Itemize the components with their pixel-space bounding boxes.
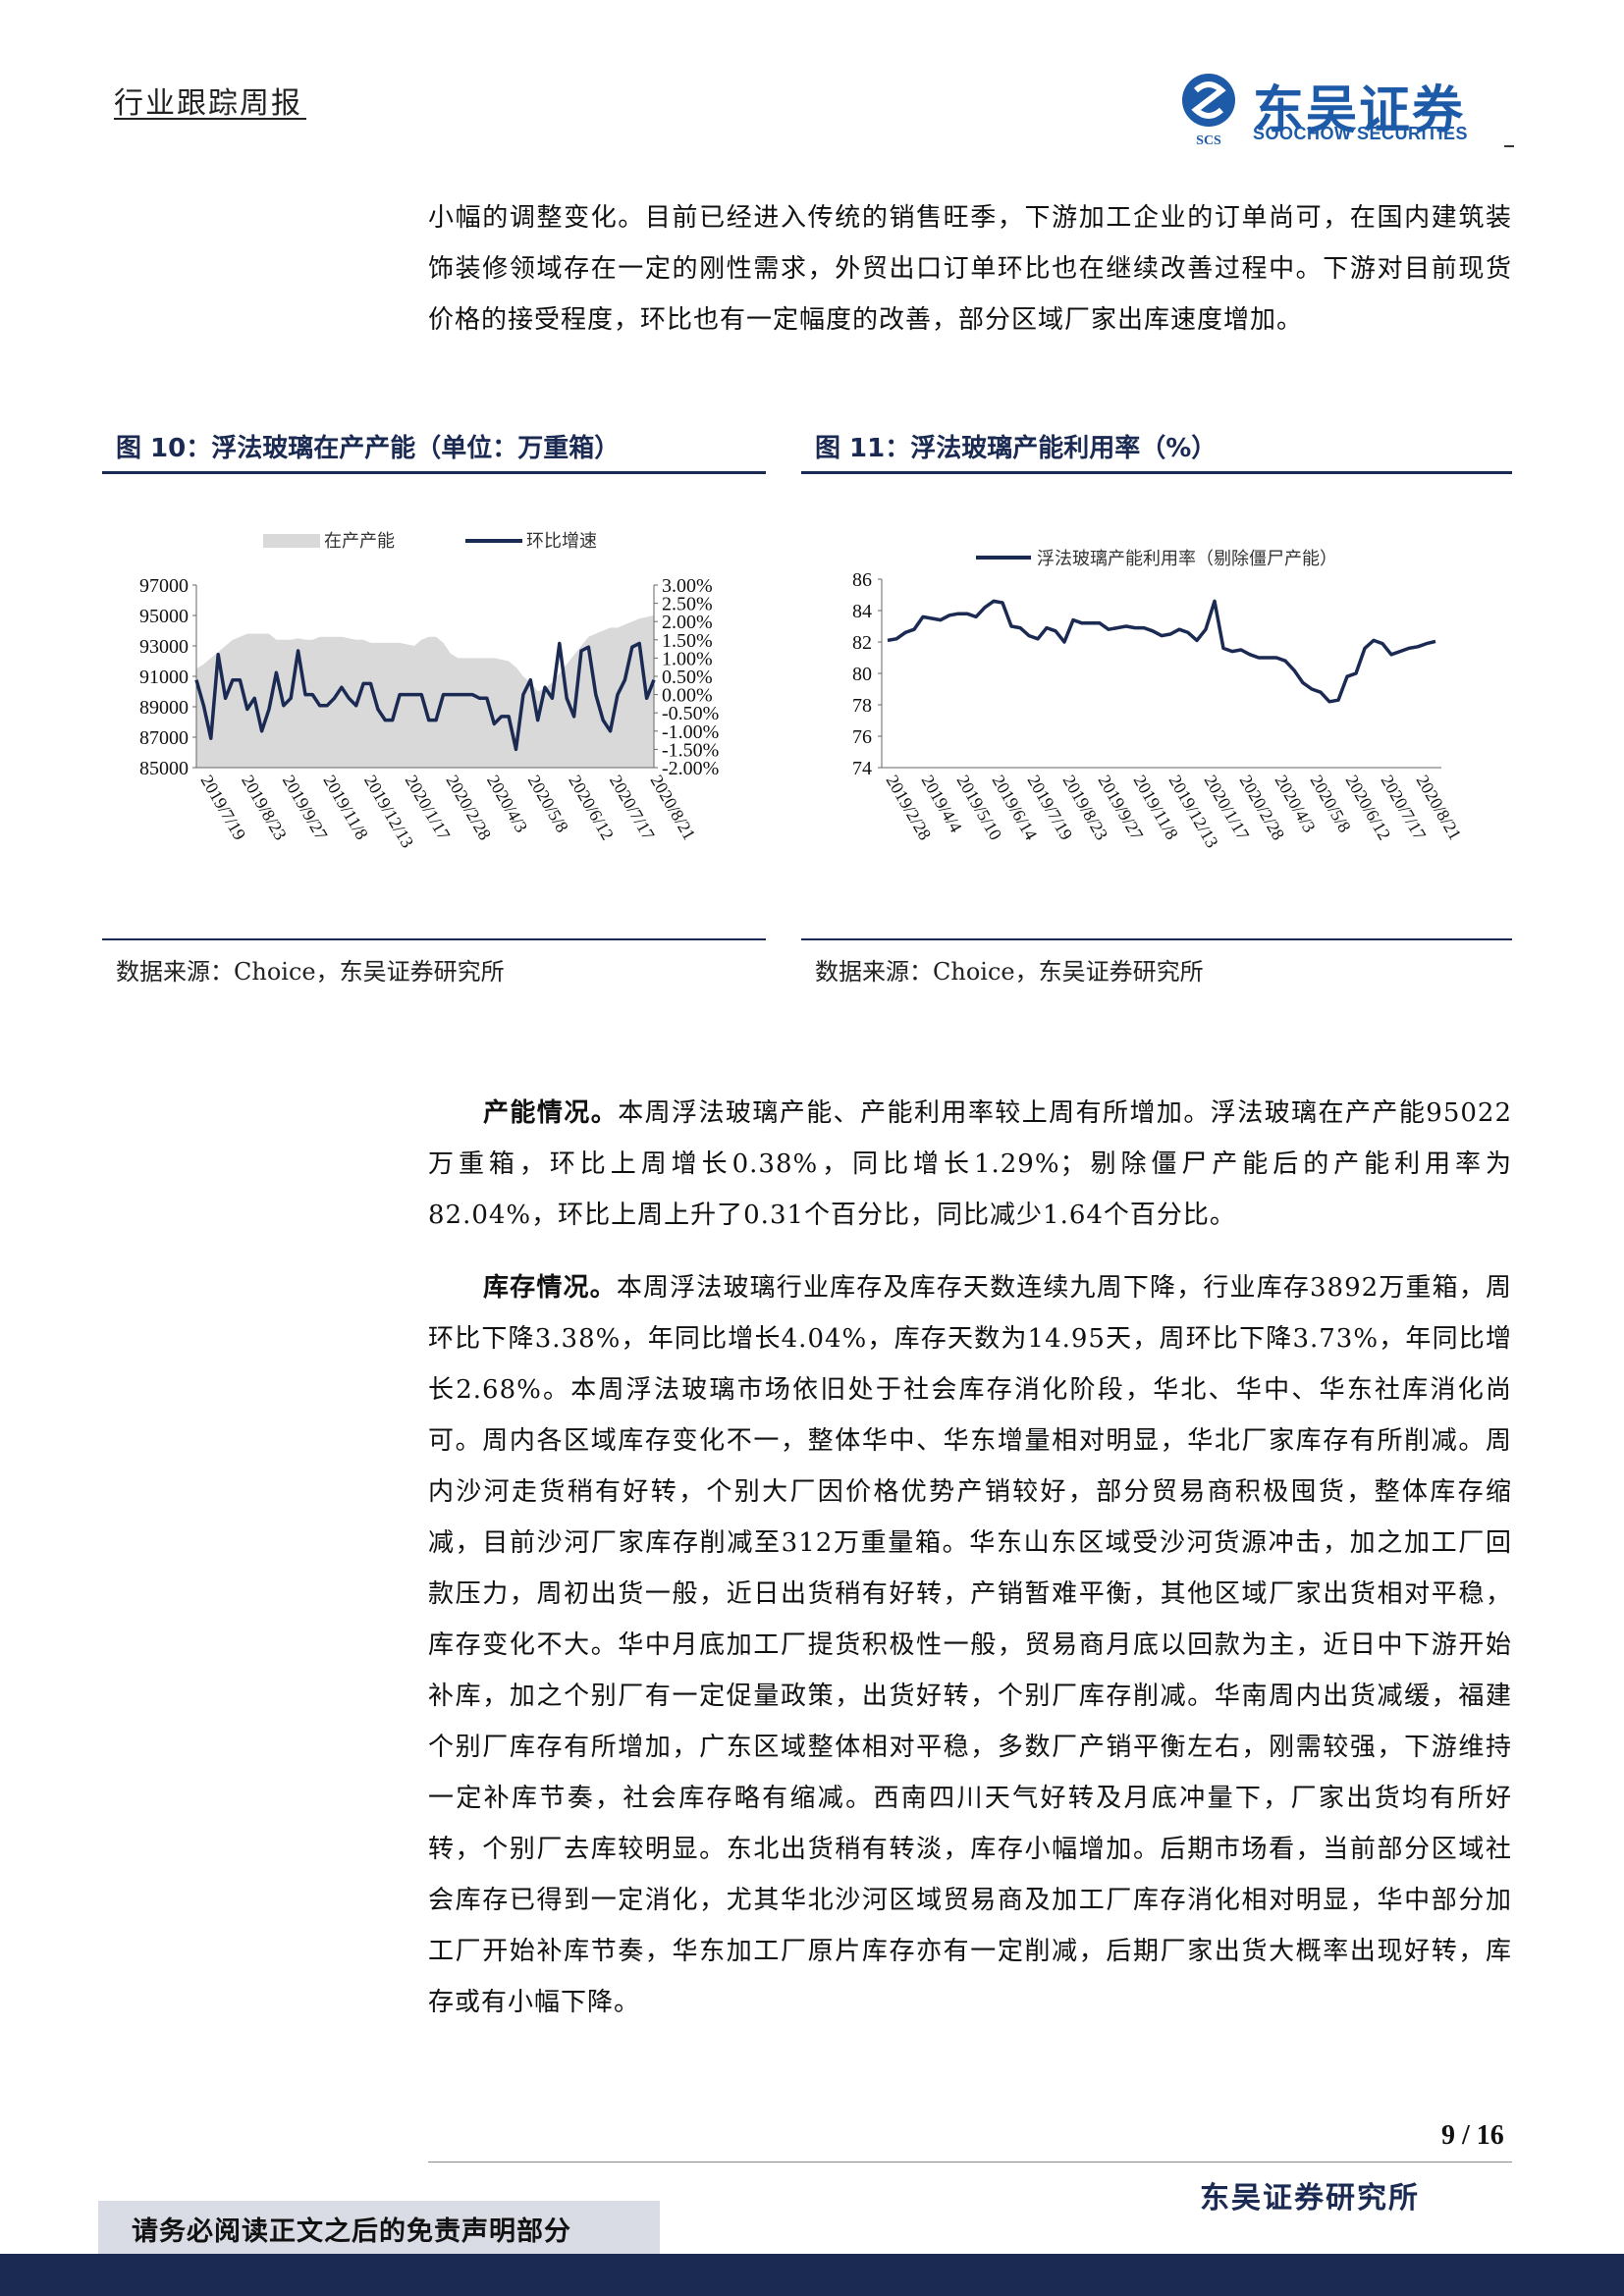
figure-11-title: 图 11：浮法玻璃产能利用率（%） — [815, 434, 1218, 463]
y-left-tick-label: 85000 — [139, 758, 189, 779]
footer-rule — [428, 2162, 1512, 2163]
figure-10-source: 数据来源：Choice，东吴证券研究所 — [116, 958, 505, 986]
y-right-tick-label: -0.50% — [662, 703, 719, 724]
y-left-tick-label: 97000 — [139, 575, 189, 597]
y-right-tick-label: 2.00% — [662, 612, 713, 633]
disclaimer-box — [98, 2201, 660, 2256]
series-capacity-area — [196, 614, 654, 768]
y-right-tick-label: -2.00% — [662, 758, 719, 779]
report-type: 行业跟踪周报 — [114, 86, 302, 121]
intro-paragraph: 小幅的调整变化。目前已经进入传统的销售旺季，下游加工企业的订单尚可，在国内建筑装… — [428, 203, 1512, 335]
footer-bar — [0, 2254, 1624, 2296]
y-right-tick-label: 1.50% — [662, 630, 713, 652]
y-tick-label: 84 — [852, 601, 872, 622]
y-left-tick-label: 95000 — [139, 606, 189, 627]
figure-10-chart: 在产产能 环比增速 97000 95000 93000 91000 89000 87000 85… — [139, 531, 719, 851]
inventory-section: 库存情况。本周浮法玻璃行业库存及库存天数连续九周下降，行业库存3892万重箱，周… — [428, 1262, 1512, 2028]
legend-label-capacity: 在产产能 — [324, 531, 395, 551]
y-right-tick-label: -1.00% — [662, 721, 719, 743]
brand-logo-icon: SCS — [1182, 74, 1235, 147]
y-right-tick-label: 0.00% — [662, 685, 713, 707]
header-underline — [114, 118, 306, 120]
series-utilization-line — [887, 599, 1436, 704]
y-right-tick-label: -1.50% — [662, 739, 719, 761]
footer-institute: 东吴证券研究所 — [1200, 2181, 1420, 2216]
y-tick-label: 86 — [852, 569, 872, 591]
legend-swatch-capacity — [263, 534, 320, 548]
figure-10-top-rule — [102, 471, 766, 474]
brand-mark-text: SCS — [1196, 133, 1221, 147]
header-dash — [1504, 145, 1514, 147]
y-right-tick-label: 3.00% — [662, 575, 713, 597]
inventory-text: 本周浮法玻璃行业库存及库存天数连续九周下降，行业库存3892万重箱，周环比下降3… — [428, 1273, 1512, 2017]
figure-11-top-rule — [801, 471, 1512, 474]
page-number: 9 / 16 — [1441, 2120, 1504, 2151]
capacity-lead: 产能情况。 — [483, 1098, 619, 1128]
figure-10-title: 图 10：浮法玻璃在产产能（单位：万重箱） — [116, 434, 621, 463]
capacity-section: 产能情况。本周浮法玻璃产能、产能利用率较上周有所增加。浮法玻璃在产产能95022… — [428, 1088, 1512, 1241]
disclaimer-text: 请务必阅读正文之后的免责声明部分 — [132, 2216, 571, 2247]
series-mom-line — [194, 641, 656, 752]
y-right-tick-label: 0.50% — [662, 667, 713, 688]
y-right-tick-label: 2.50% — [662, 594, 713, 615]
figure-10-bottom-rule — [102, 938, 766, 940]
y-left-tick-label: 93000 — [139, 636, 189, 658]
y-left-tick-label: 89000 — [139, 697, 189, 719]
inventory-lead: 库存情况。 — [483, 1273, 617, 1303]
legend-label-mom: 环比增速 — [526, 531, 597, 551]
y-tick-label: 76 — [852, 726, 872, 748]
legend-label-utilization: 浮法玻璃产能利用率（剔除僵尸产能） — [1037, 549, 1337, 568]
brand-name-cn: 东吴证券 — [1253, 81, 1466, 140]
figure-11-source: 数据来源：Choice，东吴证券研究所 — [815, 958, 1204, 986]
y-tick-label: 78 — [852, 695, 872, 717]
figure-11-chart: 浮法玻璃产能利用率（剔除僵尸产能）868482807876742019/2/28… — [852, 549, 1465, 851]
brand-name-en: SOOCHOW SECURITIES — [1253, 124, 1469, 143]
capacity-text: 本周浮法玻璃产能、产能利用率较上周有所增加。浮法玻璃在产产能95022万重箱，环… — [428, 1098, 1512, 1230]
y-tick-label: 82 — [852, 632, 872, 654]
y-tick-label: 74 — [852, 758, 872, 779]
y-right-tick-label: 1.00% — [662, 648, 713, 669]
y-left-tick-label: 91000 — [139, 667, 189, 688]
figure-11-bottom-rule — [801, 938, 1512, 940]
y-tick-label: 80 — [852, 664, 872, 685]
y-left-tick-label: 87000 — [139, 727, 189, 749]
